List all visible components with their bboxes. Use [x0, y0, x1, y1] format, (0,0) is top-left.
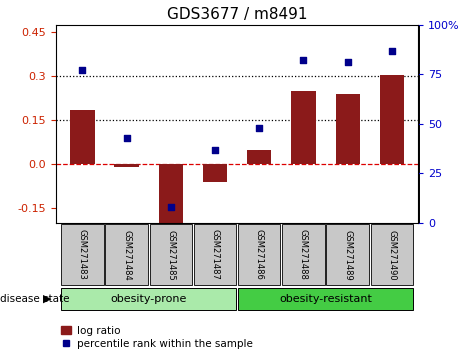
Point [211, 147, 219, 153]
Legend: log ratio, percentile rank within the sample: log ratio, percentile rank within the sa… [61, 326, 252, 349]
Point [388, 48, 396, 53]
Bar [371, 224, 413, 285]
Point [167, 204, 174, 210]
Bar [61, 224, 104, 285]
Bar [238, 288, 413, 310]
Bar [61, 288, 236, 310]
Text: GSM271483: GSM271483 [78, 229, 87, 280]
Point [123, 135, 130, 141]
Text: disease state: disease state [0, 294, 70, 304]
Bar [106, 224, 148, 285]
Text: GSM271490: GSM271490 [387, 229, 397, 280]
Bar [326, 224, 369, 285]
Bar [159, 164, 183, 223]
Point [300, 58, 307, 63]
Point [256, 125, 263, 131]
Text: GSM271489: GSM271489 [343, 229, 352, 280]
Bar [194, 224, 236, 285]
Text: GSM271488: GSM271488 [299, 229, 308, 280]
Bar [282, 224, 325, 285]
Text: obesity-resistant: obesity-resistant [279, 293, 372, 304]
Title: GDS3677 / m8491: GDS3677 / m8491 [167, 7, 307, 22]
Bar [238, 224, 280, 285]
Text: GSM271485: GSM271485 [166, 229, 175, 280]
Bar [336, 94, 360, 164]
Bar [292, 91, 316, 164]
Bar [114, 164, 139, 167]
Bar [70, 110, 94, 164]
Bar [150, 224, 192, 285]
Text: GSM271487: GSM271487 [211, 229, 219, 280]
Bar [247, 150, 272, 164]
Point [344, 59, 352, 65]
Bar [203, 164, 227, 182]
Point [79, 68, 86, 73]
Text: GSM271486: GSM271486 [255, 229, 264, 280]
Text: obesity-prone: obesity-prone [111, 293, 187, 304]
Bar [380, 75, 404, 164]
Text: ▶: ▶ [43, 294, 51, 304]
Text: GSM271484: GSM271484 [122, 229, 131, 280]
